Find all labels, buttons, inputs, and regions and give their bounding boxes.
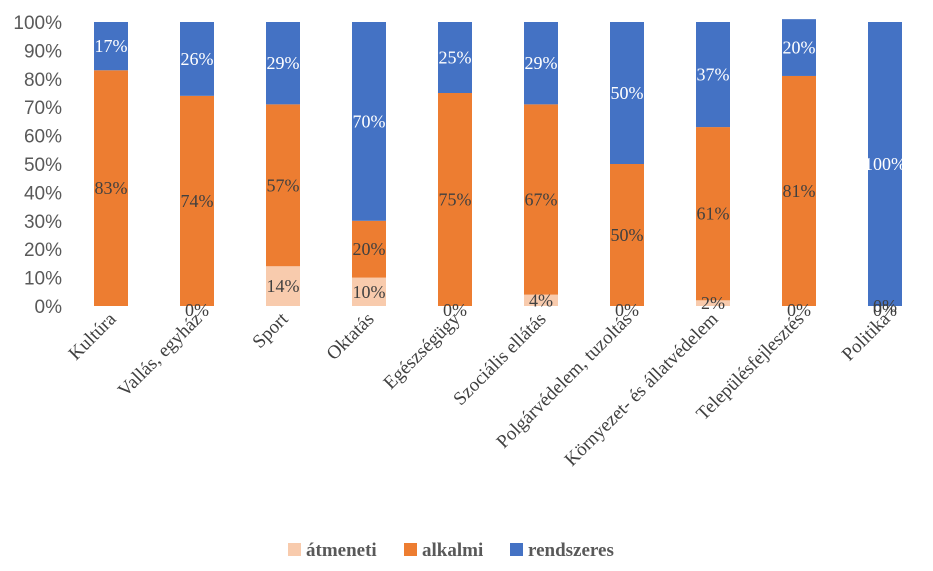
bar-segment-rendszeres xyxy=(94,22,128,71)
bar-segment-rendszeres xyxy=(610,22,644,164)
y-tick-label: 30% xyxy=(24,212,62,233)
data-label: 74% xyxy=(181,191,214,211)
y-axis: 0% 10% 20% 30% 40% 50% 60% 70% 80% 90% 100% xyxy=(13,13,62,318)
x-category-label: Egészségügy xyxy=(380,308,465,393)
y-tick-label: 50% xyxy=(24,155,62,176)
bar-segment-átmeneti xyxy=(696,300,730,306)
data-label: 0% xyxy=(787,300,811,320)
data-label: 37% xyxy=(697,65,730,85)
bar-segment-rendszeres xyxy=(266,22,300,105)
legend-swatch xyxy=(288,543,301,556)
x-category-label: Kultúra xyxy=(65,308,121,364)
data-label: 29% xyxy=(267,53,300,73)
data-label: 4% xyxy=(529,290,553,310)
x-category-label: Környezet- és állatvédelem xyxy=(561,309,723,471)
y-tick-label: 70% xyxy=(24,98,62,119)
bar-segment-átmeneti xyxy=(266,266,300,306)
data-label: 100% xyxy=(864,154,906,174)
bar-segment-alkalmi xyxy=(696,127,730,301)
bar-segment-alkalmi xyxy=(782,75,816,307)
bar-segment-alkalmi xyxy=(94,70,128,306)
bar-segment-rendszeres xyxy=(696,22,730,128)
bar-segment-alkalmi xyxy=(610,164,644,306)
plot-area xyxy=(94,19,902,307)
y-tick-label: 100% xyxy=(13,13,62,34)
legend-label: rendszeres xyxy=(528,540,614,561)
data-label: 0% xyxy=(873,300,897,320)
data-label: 57% xyxy=(267,175,300,195)
data-label: 0% xyxy=(185,300,209,320)
data-label: 0% xyxy=(873,296,897,316)
y-tick-label: 10% xyxy=(24,269,62,290)
data-label: 70% xyxy=(353,111,386,131)
data-label: 0% xyxy=(615,300,639,320)
bar-segment-alkalmi xyxy=(524,104,558,295)
data-label: 26% xyxy=(181,49,214,69)
x-category-label: Oktatás xyxy=(323,309,379,365)
data-label: 25% xyxy=(439,48,472,68)
data-label: 29% xyxy=(525,53,558,73)
x-category-label: Politika xyxy=(838,308,895,365)
data-label: 20% xyxy=(353,239,386,259)
y-tick-label: 90% xyxy=(24,41,62,62)
bar-segment-átmeneti xyxy=(524,294,558,306)
y-tick-label: 80% xyxy=(24,70,62,91)
data-label: 0% xyxy=(443,300,467,320)
bar-segment-rendszeres xyxy=(868,22,902,306)
data-label: 61% xyxy=(697,204,730,224)
bar-segment-alkalmi xyxy=(180,95,214,306)
data-label: 10% xyxy=(353,282,386,302)
legend-swatch xyxy=(404,543,417,556)
data-label: 50% xyxy=(611,225,644,245)
data-label: 50% xyxy=(611,83,644,103)
legend-label: átmeneti xyxy=(306,540,377,561)
x-category-label: Sport xyxy=(249,308,293,352)
data-label: 14% xyxy=(267,276,300,296)
data-label: 81% xyxy=(783,181,816,201)
y-tick-label: 40% xyxy=(24,183,62,204)
x-category-label: Vallás, egyház xyxy=(114,309,206,401)
legend-swatch xyxy=(510,543,523,556)
data-labels: 83% 17% 0% 74% 26% 14% 57% 29% 10% 20% 70% 0% 75% 25%… xyxy=(95,36,907,320)
bar-segment-átmeneti xyxy=(352,277,386,306)
legend: átmeneti alkalmi rendszeres xyxy=(288,540,614,561)
data-label: 17% xyxy=(95,36,128,56)
data-label: 67% xyxy=(525,190,558,210)
bar-segment-rendszeres xyxy=(352,22,386,221)
bar-segment-rendszeres xyxy=(180,22,214,96)
legend-label: alkalmi xyxy=(422,540,483,561)
bar-segment-rendszeres xyxy=(524,22,558,105)
bar-segment-rendszeres xyxy=(438,22,472,93)
bar-segment-rendszeres xyxy=(782,19,816,76)
data-label: 83% xyxy=(95,178,128,198)
data-label: 20% xyxy=(783,38,816,58)
data-label: 2% xyxy=(701,293,725,313)
bar-segment-alkalmi xyxy=(352,220,386,278)
y-tick-label: 60% xyxy=(24,127,62,148)
y-tick-label: 0% xyxy=(35,297,63,318)
bar-segment-alkalmi xyxy=(438,93,472,306)
y-tick-label: 20% xyxy=(24,240,62,261)
bar-segment-alkalmi xyxy=(266,104,300,267)
data-label: 75% xyxy=(439,190,472,210)
